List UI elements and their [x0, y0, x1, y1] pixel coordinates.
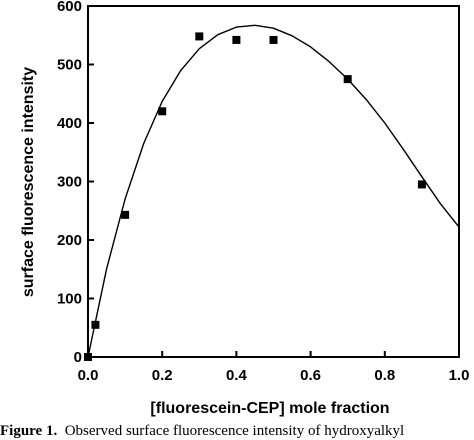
plot-area: 0 100 200 300 400 500 600 0.0 0.2 0.4 0.6 0.8 1.0	[57, 0, 469, 384]
data-point	[417, 180, 426, 189]
x-tick-label: 0.2	[152, 367, 173, 384]
figure-caption-text: Observed surface fluorescence intensity …	[64, 423, 405, 439]
x-tick-label: 0.4	[226, 367, 248, 384]
data-point	[121, 210, 130, 219]
y-axis-label: surface fluorescence intensity	[20, 67, 37, 297]
y-tick-label: 100	[57, 291, 82, 308]
figure-caption-label: Figure 1.	[0, 423, 58, 439]
x-tick-label: 0.6	[300, 367, 321, 384]
y-tick-label: 500	[57, 57, 82, 74]
data-point	[91, 320, 100, 329]
plot-frame	[87, 5, 460, 358]
data-point	[232, 35, 241, 44]
data-point	[343, 75, 352, 84]
x-axis-label: [fluorescein-CEP] mole fraction	[150, 400, 389, 417]
data-point	[158, 107, 167, 116]
data-point	[195, 32, 204, 41]
y-tick-label: 200	[57, 232, 82, 249]
y-tick-label: 300	[57, 174, 82, 191]
figure-caption: Figure 1. Observed surface fluorescence …	[0, 423, 474, 440]
x-tick-label: 1.0	[449, 367, 470, 384]
x-tick-label: 0.0	[78, 367, 99, 384]
data-point	[269, 35, 278, 44]
chart-figure: 0 100 200 300 400 500 600 0.0 0.2 0.4 0.6 0.8 1.0 su…	[20, 0, 469, 417]
x-tick-label: 0.8	[374, 367, 395, 384]
y-tick-label: 600	[57, 0, 82, 15]
fit-curve	[87, 24, 460, 358]
data-point	[84, 353, 92, 361]
y-tick-label: 0	[74, 349, 82, 366]
y-tick-label: 400	[57, 115, 82, 132]
